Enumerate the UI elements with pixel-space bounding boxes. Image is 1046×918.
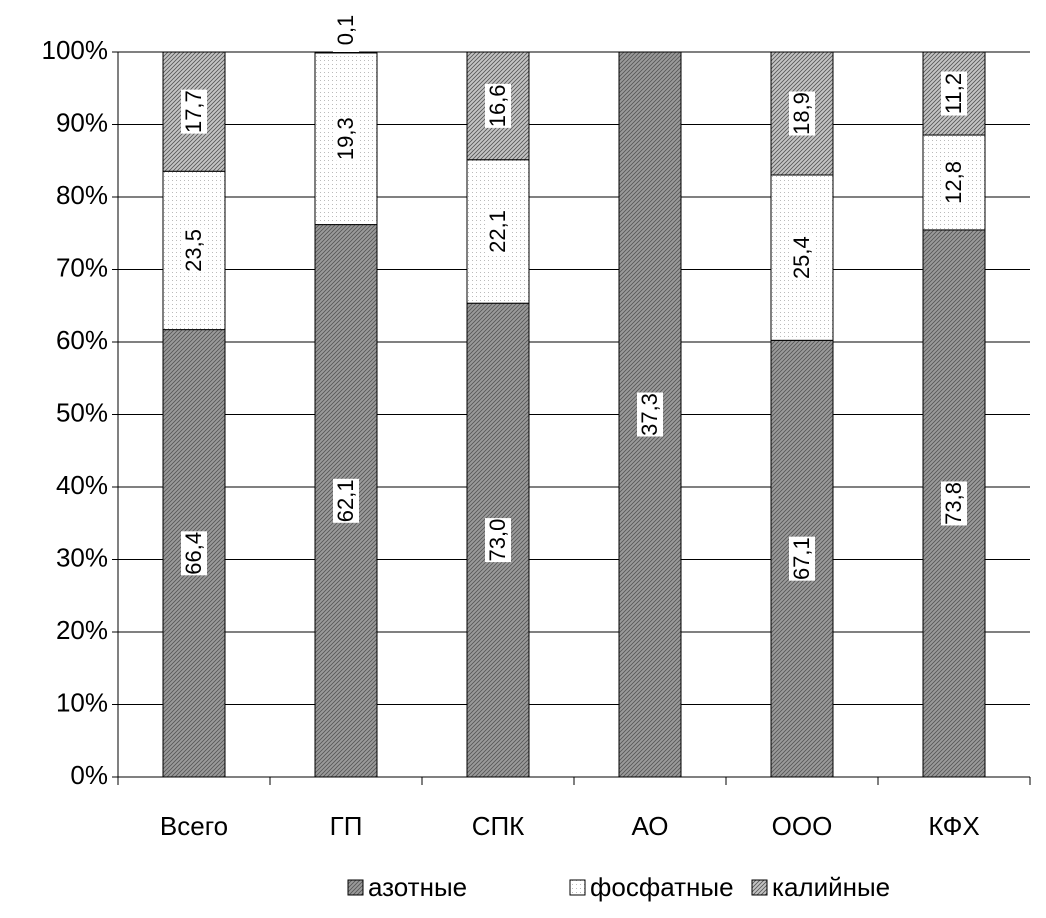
value-label: 73,8: [941, 482, 966, 525]
x-tick-label: АО: [632, 811, 669, 841]
value-label: 25,4: [789, 236, 814, 279]
legend-swatch: [347, 879, 364, 896]
y-tick-label: 100%: [42, 35, 109, 65]
value-label-group: 25,4: [789, 235, 815, 280]
value-label-box: [485, 209, 511, 254]
value-label-box: [941, 481, 967, 526]
x-tick-label: ООО: [772, 811, 833, 841]
value-label: 67,1: [789, 537, 814, 580]
value-label-box: [637, 392, 663, 437]
value-label-box: [181, 531, 207, 576]
value-label: 23,5: [181, 229, 206, 272]
x-tick-label: ГП: [330, 811, 363, 841]
y-tick-label: 30%: [56, 542, 108, 572]
y-tick-label: 50%: [56, 397, 108, 427]
legend-swatch: [569, 879, 586, 896]
legend-swatch: [751, 879, 768, 896]
y-tick-label: 80%: [56, 180, 108, 210]
value-label: 19,3: [333, 117, 358, 160]
x-tick-label: КФХ: [928, 811, 979, 841]
value-label-box: [333, 478, 359, 523]
value-label-group: 67,1: [789, 536, 815, 581]
legend-label: фосфатные: [590, 872, 734, 902]
bar-segment: [314, 51, 378, 54]
y-tick-label: 10%: [56, 687, 108, 717]
value-label: 37,3: [637, 393, 662, 436]
legend-label: азотные: [368, 872, 467, 902]
value-label-box: [333, 116, 359, 161]
value-label: 12,8: [941, 161, 966, 204]
legend-label: калийные: [772, 872, 890, 902]
value-label-group: 11,2: [941, 71, 967, 116]
value-label-group: 0,1: [333, 8, 359, 52]
value-label: 17,7: [181, 90, 206, 133]
value-label: 22,1: [485, 210, 510, 253]
value-label: 0,1: [333, 15, 358, 46]
value-label: 11,2: [941, 73, 966, 114]
value-label-box: [941, 71, 967, 116]
value-label-group: 12,8: [941, 160, 967, 205]
value-label-box: [485, 83, 511, 128]
value-label: 62,1: [333, 479, 358, 522]
value-label-box: [789, 91, 815, 136]
x-tick-label: СПК: [472, 811, 525, 841]
value-label-box: [485, 518, 511, 563]
x-tick-label: Всего: [160, 811, 228, 841]
value-label-box: [181, 228, 207, 273]
value-label-group: 19,3: [333, 116, 359, 161]
y-tick-label: 70%: [56, 252, 108, 282]
value-label: 66,4: [181, 532, 206, 575]
value-label-group: 73,8: [941, 481, 967, 526]
value-label-box: [941, 160, 967, 205]
value-label-group: 16,6: [485, 83, 511, 128]
value-label-box: [789, 536, 815, 581]
y-tick-label: 90%: [56, 107, 108, 137]
value-label-box: [181, 89, 207, 134]
value-label-group: 37,3: [637, 392, 663, 437]
value-label-group: 66,4: [181, 531, 207, 576]
y-tick-label: 20%: [56, 615, 108, 645]
value-label-group: 62,1: [333, 478, 359, 523]
y-tick-label: 60%: [56, 325, 108, 355]
value-label-box: [789, 235, 815, 280]
value-label: 73,0: [485, 519, 510, 562]
y-tick-label: 0%: [70, 760, 108, 790]
value-label-group: 23,5: [181, 228, 207, 273]
value-label-group: 22,1: [485, 209, 511, 254]
y-tick-label: 40%: [56, 470, 108, 500]
value-label: 16,6: [485, 84, 510, 127]
value-label-group: 73,0: [485, 518, 511, 563]
value-label-box: [333, 8, 359, 52]
value-label: 18,9: [789, 92, 814, 135]
value-label-group: 18,9: [789, 91, 815, 136]
value-label-group: 17,7: [181, 89, 207, 134]
